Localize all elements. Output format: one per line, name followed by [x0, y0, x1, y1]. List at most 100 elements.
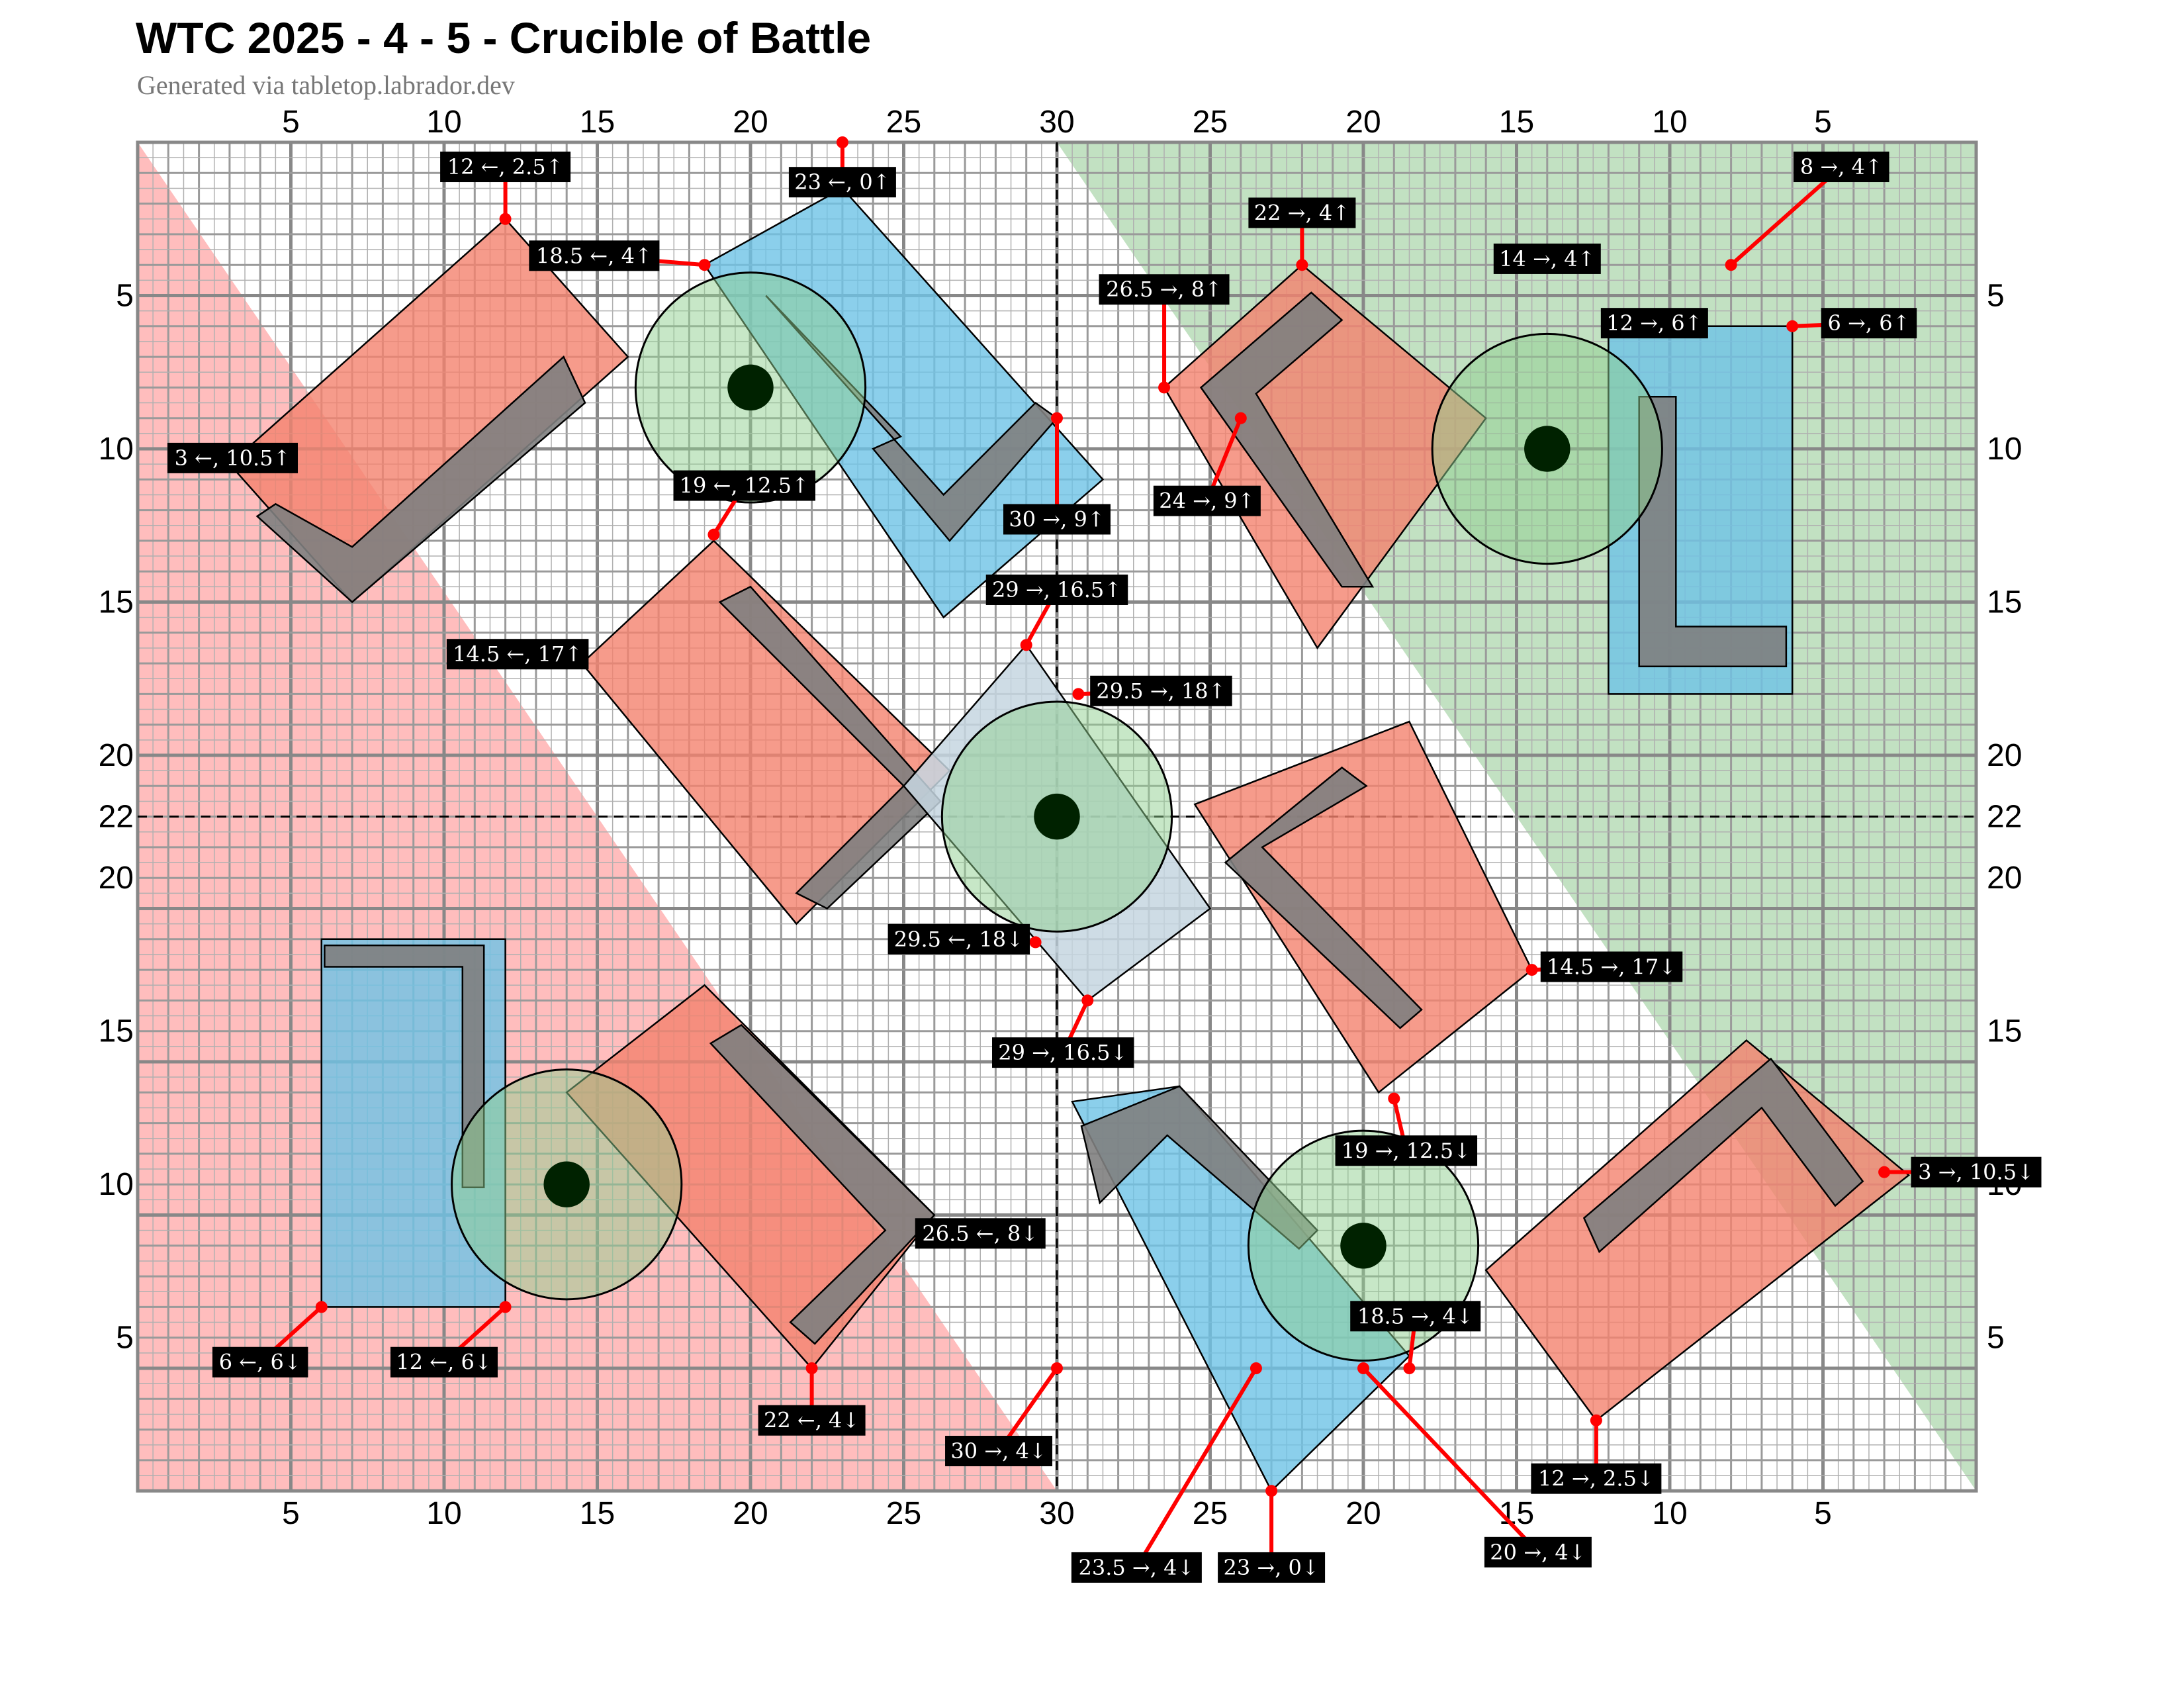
- callout: 19 →, 12.5↓: [1335, 1092, 1478, 1166]
- callout: 30 →, 9↑: [1003, 412, 1111, 535]
- callout: 14.5 →, 17↓: [1525, 951, 1683, 982]
- callout: 30 →, 4↓: [945, 1362, 1063, 1467]
- terrain-wall: [709, 1023, 936, 1345]
- axis-tick-bottom: 20: [1345, 1496, 1381, 1531]
- callout-box: [1003, 504, 1111, 535]
- terrain-footprint-ruin: [580, 539, 951, 925]
- callout: 6 ←, 6↓: [212, 1301, 328, 1378]
- callout-point: [1158, 381, 1171, 394]
- callout-label: 29 →, 16.5↓: [998, 1040, 1128, 1065]
- callout: 26.5 →, 8↑: [1099, 274, 1230, 394]
- callout: 19 ←, 12.5↑: [673, 470, 815, 541]
- callout-box: [1153, 485, 1261, 516]
- axis-tick-bottom: 15: [1499, 1496, 1534, 1531]
- axis-tick-right: 22: [1987, 800, 2022, 835]
- axis-tick-left: 10: [99, 432, 134, 467]
- axis-tick-top: 10: [1652, 105, 1687, 140]
- objective-marker: [1034, 793, 1080, 840]
- callout-point: [1403, 1362, 1416, 1374]
- axis-tick-bottom: 5: [1814, 1496, 1832, 1531]
- callout-label: 6 ←, 6↓: [219, 1350, 302, 1375]
- callouts: 12 ←, 2.5↑ 23 ←, 0↑ 18.5 ←, 4↑ 3 ←, 10.5↑ 19…: [167, 136, 2042, 1583]
- callout-label: 20 →, 4↓: [1490, 1540, 1586, 1565]
- callout: 29 →, 16.5↑: [985, 574, 1128, 651]
- callout-box: [788, 167, 896, 198]
- callout-point: [1051, 1362, 1063, 1374]
- callout-box: [1600, 308, 1708, 339]
- callout-point: [1388, 1092, 1400, 1105]
- callout-point: [1590, 1414, 1602, 1427]
- callout-box: [167, 442, 298, 473]
- callout-point: [1357, 1362, 1369, 1374]
- callout-label: 3 ←, 10.5↑: [175, 445, 291, 471]
- callout-point: [836, 136, 848, 148]
- axis-tick-left: 15: [99, 585, 134, 620]
- axis-tick-left: 5: [116, 1321, 134, 1356]
- axis-tick-bottom: 25: [1193, 1496, 1228, 1531]
- callout-box: [390, 1346, 498, 1378]
- callout-label: 30 →, 9↑: [1009, 506, 1105, 532]
- callout: 14.5 ←, 17↑: [446, 639, 589, 670]
- callout-point: [1234, 412, 1247, 424]
- callout-box: [1248, 197, 1356, 228]
- callout-point: [1051, 412, 1063, 424]
- callout: 29.5 →, 18↑: [1072, 675, 1232, 706]
- axis-tick-left: 20: [99, 861, 134, 896]
- callout: 29 →, 16.5↓: [992, 994, 1134, 1068]
- axis-tick-bottom: 20: [733, 1496, 768, 1531]
- objective-marker: [727, 364, 774, 411]
- axis-tick-top: 20: [1345, 105, 1381, 140]
- axis-tick-right: 15: [1987, 1014, 2022, 1049]
- callout-point: [1250, 1362, 1262, 1374]
- page-subtitle: Generated via tabletop.labrador.dev: [137, 70, 515, 100]
- terrain-wall: [1224, 766, 1423, 1029]
- callout-point: [499, 1301, 512, 1313]
- objective-marker: [1524, 426, 1570, 472]
- axis-tick-top: 15: [1499, 105, 1534, 140]
- axis-tick-left: 22: [99, 800, 134, 835]
- callout-label: 29.5 →, 18↑: [1096, 679, 1226, 704]
- axis-tick-top: 5: [282, 105, 300, 140]
- axis-tick-top: 20: [733, 105, 768, 140]
- callout-box: [915, 1218, 1046, 1249]
- axis-tick-bottom: 15: [580, 1496, 615, 1531]
- callout: 12 →, 2.5↓: [1531, 1414, 1662, 1494]
- callout-point: [805, 1362, 818, 1374]
- callout-box: [1484, 1536, 1592, 1568]
- callout-label: 19 →, 12.5↓: [1342, 1138, 1471, 1163]
- callout: 26.5 ←, 8↓: [915, 1218, 1046, 1249]
- battlefield: 5 10 15 20 25 30 25 20 15 10 5 5 10 15 20 25 30 25 20 15 10 5…: [99, 105, 2042, 1583]
- callout-box: [945, 1436, 1053, 1467]
- axis-tick-right: 20: [1987, 738, 2022, 773]
- callout: 12 ←, 2.5↑: [440, 152, 571, 225]
- axis-tick-bottom: 10: [1652, 1496, 1687, 1531]
- callout: 12 →, 6↑: [1600, 308, 1708, 339]
- callout-point: [1081, 994, 1094, 1007]
- axis-tick-top: 5: [1814, 105, 1832, 140]
- callout: 29.5 ←, 18↓: [887, 923, 1042, 955]
- callout-box: [212, 1346, 308, 1378]
- callout-box: [1218, 1552, 1326, 1583]
- callout-point: [1786, 320, 1799, 332]
- callout-label: 12 →, 6↑: [1606, 310, 1702, 336]
- callout-label: 29.5 ←, 18↓: [894, 927, 1024, 952]
- callout: 14 →, 4↑: [1493, 243, 1601, 274]
- callout-label: 3 →, 10.5↓: [1918, 1160, 2034, 1185]
- axis-tick-right: 5: [1987, 279, 2005, 314]
- axis-tick-right: 15: [1987, 585, 2022, 620]
- callout-label: 18.5 →, 4↓: [1357, 1303, 1474, 1329]
- callout-label: 26.5 →, 8↑: [1106, 277, 1222, 302]
- callout-box: [1493, 243, 1601, 274]
- callout: 18.5 ←, 4↑: [529, 240, 711, 271]
- callout: 24 →, 9↑: [1153, 412, 1261, 516]
- terrain-wall: [1199, 291, 1375, 588]
- callout: 23 →, 0↓: [1218, 1485, 1326, 1583]
- callout-label: 19 ←, 12.5↑: [680, 473, 809, 498]
- callout-point: [1020, 639, 1032, 651]
- callout-label: 12 ←, 6↓: [396, 1350, 492, 1375]
- callout-label: 30 →, 4↓: [950, 1438, 1046, 1464]
- callout-box: [1821, 308, 1917, 339]
- callout-label: 6 →, 6↑: [1828, 310, 1911, 336]
- callout-box: [992, 1037, 1134, 1068]
- axis-tick-top: 30: [1039, 105, 1074, 140]
